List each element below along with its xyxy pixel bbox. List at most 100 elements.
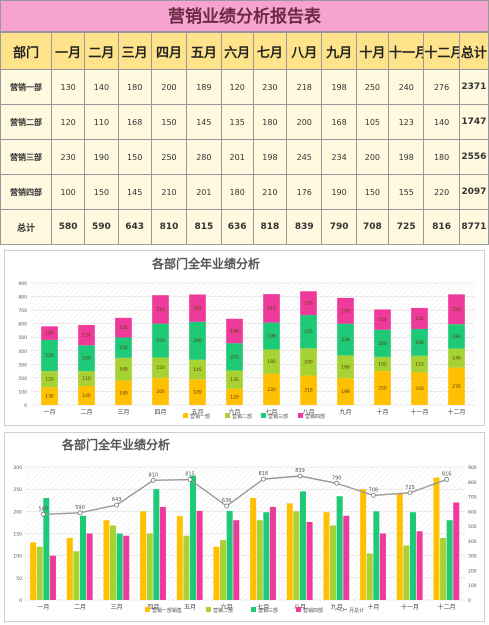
y-left-tick-label: 300 [13, 465, 22, 471]
x-tick-label: 八月 [302, 409, 314, 416]
bar [159, 506, 166, 600]
x-tick-label: 六月 [221, 603, 233, 611]
bar [323, 512, 330, 600]
data-label: 201 [230, 354, 239, 360]
sum-value-cell: 590 [84, 209, 119, 245]
line-data-label: 708 [369, 487, 379, 493]
value-cell: 120 [220, 69, 254, 105]
table-header-cell: 三月 [117, 32, 152, 70]
y-left-tick-label: 150 [13, 532, 22, 538]
line-data-label: 580 [39, 506, 49, 512]
stacked-bar-chart: 各部门全年业绩分析 0 100 200 300 400 500 600 700 800 900 130… [18, 256, 475, 420]
value-cell: 150 [117, 139, 152, 175]
bar-segment [448, 367, 465, 405]
table-header-cell: 部门 [0, 32, 52, 70]
performance-table: 部门一月二月三月四月五月六月七月八月九月十月十一月十二月总计 营销一部13014… [0, 32, 489, 245]
data-label: 190 [341, 308, 350, 314]
dept-cell: 营销二部 [0, 104, 52, 140]
y-tick-label: 700 [18, 308, 27, 314]
x-tick-label: 七月 [265, 408, 277, 416]
value-cell: 120 [50, 104, 86, 140]
data-label: 250 [156, 338, 165, 344]
bar [43, 498, 50, 600]
bar-segment [374, 371, 391, 405]
bar-segment [189, 379, 206, 405]
line-point [407, 490, 413, 496]
data-label: 201 [193, 306, 202, 312]
value-cell: 200 [355, 139, 390, 175]
table-header-cell: 十二月 [423, 32, 460, 70]
data-label: 100 [45, 331, 54, 337]
chart-title: 各部门全年业绩分析 [61, 437, 170, 452]
table-row: 营销一部 130 140 180 200 189 120 230 218 198 250 240 276… [0, 69, 489, 105]
bar [446, 520, 453, 600]
data-label: 198 [415, 340, 424, 346]
bar [286, 503, 293, 600]
x-tick-label: 四月 [147, 604, 159, 611]
data-label: 120 [230, 394, 239, 400]
legend-label: 营销二部 [232, 413, 252, 420]
line-data-label: 590 [75, 505, 85, 511]
table-row: 营销四部 100 150 145 210 201 180 210 176 190 150 155 220… [0, 174, 489, 210]
bar-segment [300, 375, 317, 405]
bar-segment [226, 388, 243, 405]
bar-segment [337, 378, 354, 405]
x-tick-label: 二月 [74, 604, 86, 611]
bar-segment [41, 339, 58, 372]
bar [250, 498, 257, 600]
data-label: 200 [304, 359, 313, 365]
value-cell: 250 [355, 69, 390, 105]
data-label: 200 [378, 341, 387, 347]
total-line [43, 475, 447, 515]
value-cell: 198 [252, 139, 288, 175]
bar-segment [152, 323, 169, 358]
bar [49, 555, 56, 600]
table-title: 营销业绩分析报告表 [0, 0, 489, 32]
value-cell: 240 [388, 69, 425, 105]
data-label: 180 [267, 359, 276, 365]
data-label: 234 [341, 337, 350, 343]
data-label: 230 [45, 353, 54, 359]
data-label: 155 [415, 316, 424, 322]
bar-segment [115, 317, 132, 338]
bar [366, 553, 373, 600]
bar-segment [78, 386, 95, 405]
data-label: 210 [267, 306, 276, 312]
bar-segment [411, 328, 428, 356]
data-label: 276 [452, 384, 461, 390]
legend-swatch [225, 413, 230, 418]
row-total-cell: 2371 [458, 69, 489, 105]
value-cell: 180 [117, 69, 152, 105]
legend-label: 营销一部 [190, 413, 210, 420]
legend-swatch [261, 413, 266, 418]
plot-area [31, 283, 475, 405]
bar-segment [263, 373, 280, 405]
line-point [370, 492, 376, 498]
table-header-cell: 十月 [355, 32, 390, 70]
bar [110, 525, 117, 600]
line-data-label: 818 [259, 471, 269, 477]
bar [269, 506, 276, 600]
x-tick-label: 三月 [111, 604, 123, 611]
bar-segment [448, 294, 465, 325]
x-tick-label: 九月 [339, 408, 351, 416]
x-tick-label: 一月 [37, 604, 49, 611]
y-tick-label: 500 [18, 335, 27, 341]
value-cell: 198 [321, 69, 357, 105]
value-cell: 230 [50, 139, 86, 175]
sum-value-cell: 839 [286, 209, 323, 245]
value-cell: 220 [423, 174, 460, 210]
data-label: 110 [82, 376, 91, 382]
value-cell: 230 [252, 69, 288, 105]
value-cell: 234 [321, 139, 357, 175]
line-data-label: 790 [332, 475, 342, 481]
value-cell: 100 [50, 174, 86, 210]
bar-segment [41, 326, 58, 340]
value-cell: 190 [321, 174, 357, 210]
table-header-cell: 二月 [84, 32, 119, 70]
value-cell: 180 [220, 174, 254, 210]
legend-label: 营销二部 [213, 607, 233, 614]
bar-segment [411, 355, 428, 373]
x-tick-label: 一月 [43, 409, 55, 416]
y-tick-label: 900 [18, 281, 27, 287]
